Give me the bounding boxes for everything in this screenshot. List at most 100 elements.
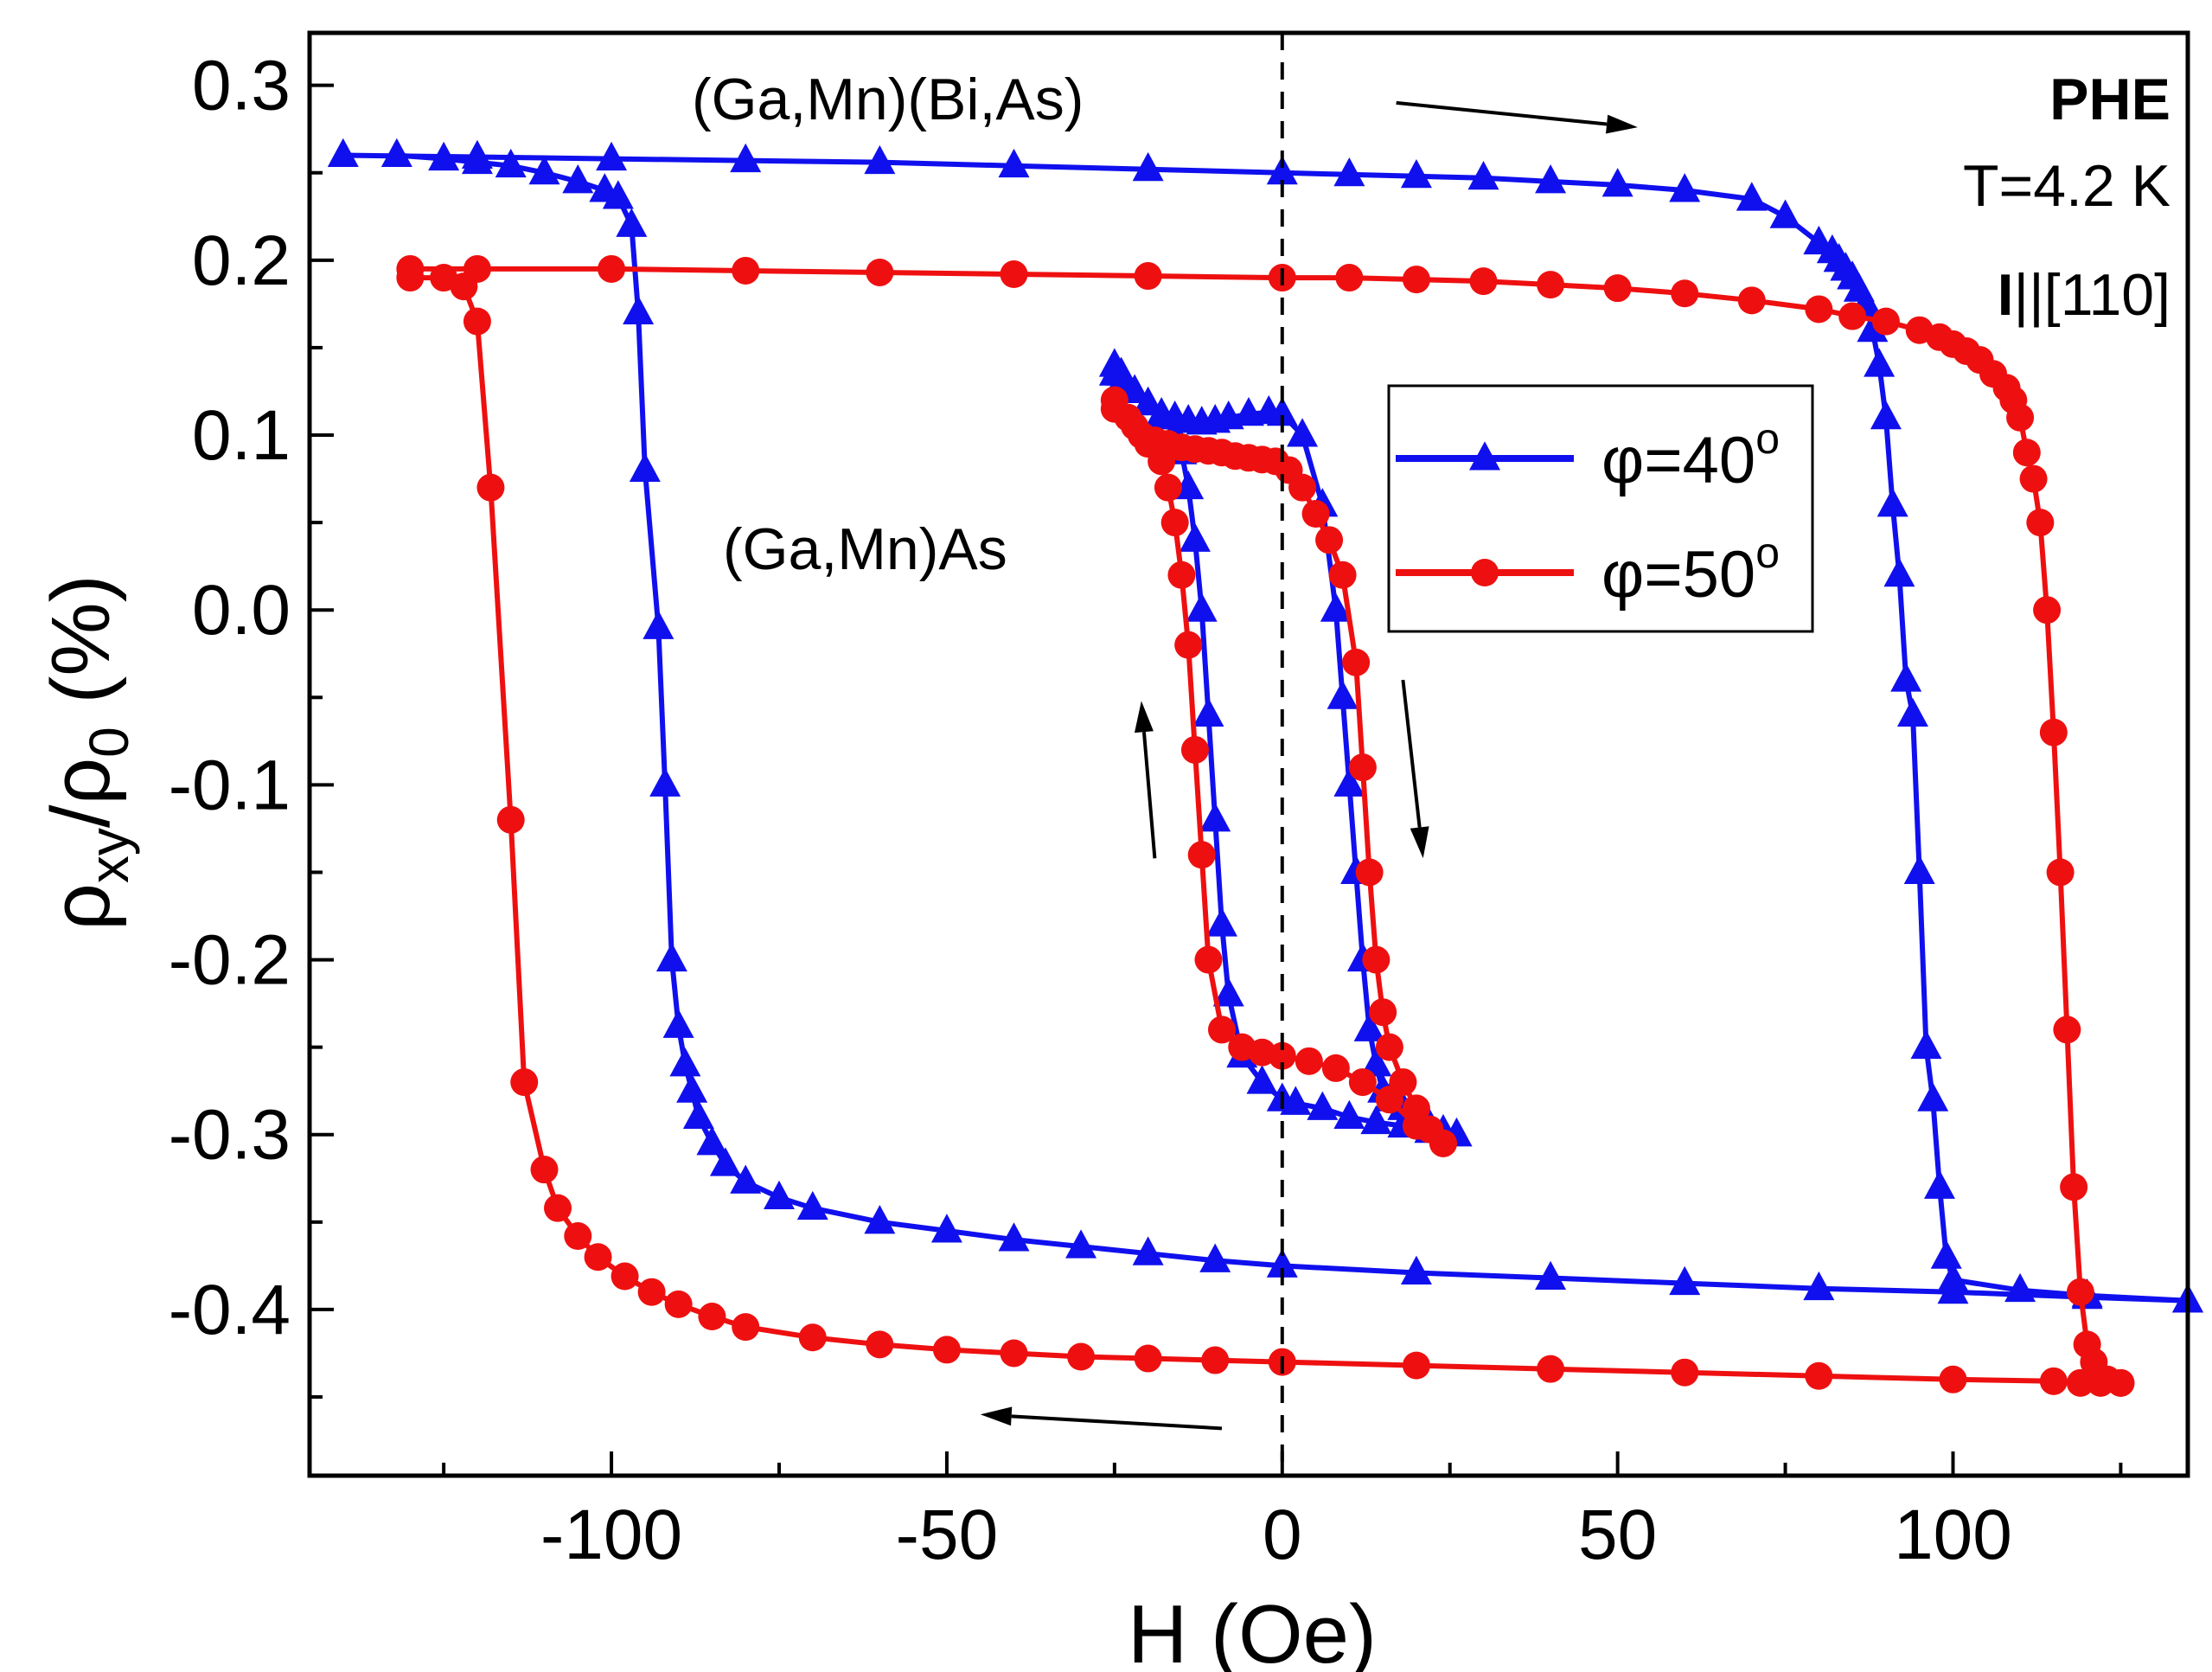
series-0-point xyxy=(998,1222,1030,1252)
series-0-point xyxy=(1266,1248,1298,1278)
series-2-point xyxy=(1287,418,1319,447)
series-1-point xyxy=(698,1303,726,1331)
series-0-point xyxy=(327,138,359,168)
series-0-point xyxy=(2004,1272,2036,1303)
phe-label: PHE xyxy=(2049,67,2170,132)
legend: φ=40o φ=50o xyxy=(1387,384,1814,633)
series-0-point xyxy=(596,141,628,171)
series-3-point xyxy=(1154,473,1182,502)
legend-marker-phi50 xyxy=(1471,559,1499,586)
y-tick-label: 0.0 xyxy=(192,571,291,650)
series-3-point xyxy=(1301,500,1330,528)
series-2-point xyxy=(1266,396,1298,426)
series-0-point xyxy=(1930,1240,1962,1269)
series-2-point xyxy=(1333,767,1365,797)
series-1-point xyxy=(2039,718,2068,746)
series-1-point xyxy=(584,1243,612,1272)
series-1-point xyxy=(2026,509,2055,537)
series-3-point xyxy=(1355,858,1384,887)
series-0-point xyxy=(764,1180,795,1210)
series-2-point xyxy=(1199,803,1231,832)
series-3-point xyxy=(1315,526,1344,554)
direction-arrow-head xyxy=(980,1406,1013,1426)
series-2-point xyxy=(1098,356,1130,386)
series-2-point xyxy=(1307,1091,1339,1120)
legend-label-phi40-main: φ=40 xyxy=(1601,424,1755,497)
series-1-point xyxy=(1201,1346,1230,1374)
series-3-point xyxy=(1375,1033,1403,1061)
series-1-point xyxy=(1805,295,1833,324)
series-0-point xyxy=(1736,182,1768,211)
x-tick-label: 0 xyxy=(1263,1496,1302,1574)
series-3-point xyxy=(1187,841,1216,869)
series-1 xyxy=(396,254,2135,1397)
series-1-point xyxy=(2019,464,2048,493)
series-1-point xyxy=(866,1330,894,1359)
series-1-point xyxy=(1671,279,1699,308)
legend-box xyxy=(1387,384,1814,633)
series-1-point xyxy=(732,256,760,285)
series-3-point xyxy=(1342,648,1371,676)
x-tick-label: 50 xyxy=(1578,1496,1657,1574)
series-0-point xyxy=(528,155,560,185)
series-1-point xyxy=(1000,1339,1028,1368)
sample-label-inner: (Ga,Mn)As xyxy=(723,516,1007,582)
direction-arrow-head xyxy=(1410,826,1429,859)
series-1-point xyxy=(1871,307,1900,336)
series-0-point xyxy=(1917,1082,1949,1111)
series-3-point xyxy=(1348,753,1377,782)
series-3-point xyxy=(1160,509,1189,537)
series-1-point xyxy=(2073,1330,2101,1359)
series-1-point xyxy=(544,1194,572,1222)
series-1-point xyxy=(2060,1173,2088,1201)
series-0-point xyxy=(1601,168,1633,197)
series-0-point xyxy=(380,138,412,168)
series-2-point xyxy=(1333,1099,1365,1130)
series-1-point xyxy=(2039,1367,2068,1395)
series-1-point xyxy=(530,1156,559,1184)
series-2-point xyxy=(1192,697,1224,727)
series-3-point xyxy=(1362,945,1390,974)
series-0-point xyxy=(1333,157,1365,187)
series-2-point xyxy=(1327,680,1359,709)
series-0-point xyxy=(676,1073,708,1103)
series-1-point xyxy=(664,1290,693,1318)
series-2-point xyxy=(1179,522,1211,552)
series-1-point xyxy=(510,1068,539,1097)
series-1-point xyxy=(1737,286,1766,315)
series-0-point xyxy=(602,180,634,209)
series-1-point xyxy=(2066,1278,2094,1306)
series-0-point xyxy=(662,1009,694,1038)
series-0-point xyxy=(696,1126,728,1156)
series-3-point xyxy=(1194,945,1223,974)
series-1-point xyxy=(1067,1342,1096,1371)
direction-arrow-head xyxy=(1134,701,1154,734)
ticks-layer: -100 -50 0 50 100 -0.4 -0.3 -0.2 -0.1 0.0 0.1 0.2 0.… xyxy=(169,47,2123,1574)
y-tick-label: 0.3 xyxy=(192,47,291,125)
series-1-point xyxy=(932,1336,961,1364)
legend-label-phi50-main: φ=50 xyxy=(1601,538,1755,612)
series-0-point xyxy=(616,208,648,237)
series-2-point xyxy=(1205,907,1237,937)
y-title-slash: / xyxy=(35,804,127,828)
series-0-point xyxy=(649,767,681,797)
series-0-point xyxy=(709,1147,741,1176)
series-1-point xyxy=(1537,1355,1565,1383)
series-1-point xyxy=(1402,1351,1430,1380)
series-0-point xyxy=(1132,1236,1164,1265)
series-0-point xyxy=(1876,488,1908,517)
series-0-point xyxy=(1467,161,1499,190)
series-1-point xyxy=(1335,264,1364,292)
series-2-point xyxy=(1360,1105,1392,1135)
series-0-point xyxy=(1883,557,1915,587)
series-1-point xyxy=(1838,302,1867,330)
y-tick-label: -0.2 xyxy=(169,921,291,1000)
y-tick-label: -0.4 xyxy=(169,1271,291,1349)
series-0-point xyxy=(796,1190,828,1220)
series-2-point xyxy=(1212,977,1244,1007)
series-1-point xyxy=(732,1313,760,1342)
series-1-point xyxy=(2012,439,2041,467)
series-2-point xyxy=(1353,1012,1385,1041)
legend-marker-phi40 xyxy=(1469,441,1500,471)
